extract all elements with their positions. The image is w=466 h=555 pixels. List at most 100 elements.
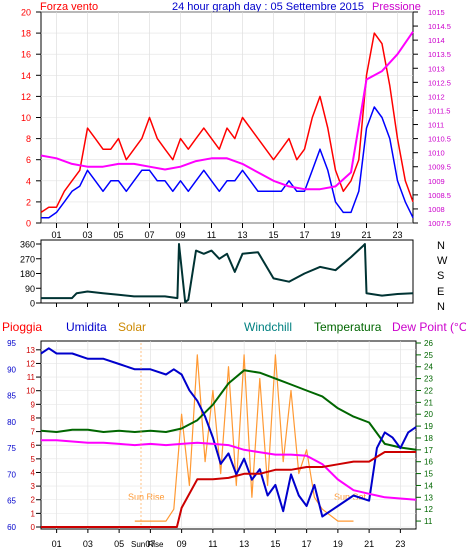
temperature-tick-label: 12 — [424, 505, 433, 514]
pressure-tick-label: 1012 — [428, 92, 445, 101]
pressure-tick-label: 1014.5 — [428, 22, 451, 31]
pressure-tick-label: 1011.5 — [428, 106, 450, 115]
pressure-axis-label: Pressione — [372, 1, 421, 13]
humidity-tick-label: 80 — [7, 418, 16, 427]
temperature-tick-label: 18 — [424, 434, 433, 443]
temperature-tick-label: 13 — [424, 493, 433, 502]
wind-tick-label: 10 — [21, 113, 31, 123]
sun-rise-label: Sun Rise — [128, 492, 165, 502]
temperature-tick-label: 24 — [424, 363, 433, 372]
temperature-tick-label: 21 — [424, 398, 433, 407]
humidity-tick-label: 65 — [7, 497, 16, 506]
hour-tick-label: 21 — [364, 539, 374, 549]
pressure-tick-label: 1010 — [428, 149, 445, 158]
pressure-tick-label: 1014 — [428, 36, 445, 45]
compass-label: S — [437, 270, 444, 282]
humidity-tick-label: 75 — [7, 444, 16, 453]
temperature-label: Temperatura — [314, 320, 382, 334]
wind-tick-label: 2 — [26, 197, 31, 207]
humidity-line — [40, 347, 417, 518]
humidity-tick-label: 60 — [7, 523, 16, 532]
compass-label: N — [437, 301, 445, 313]
temperature-tick-label: 19 — [424, 422, 433, 431]
humidity-tick-label: 95 — [7, 339, 16, 348]
wind-tick-label: 16 — [21, 50, 31, 60]
humidity-tick-label: 85 — [7, 392, 16, 401]
wind-tick-label: 18 — [21, 29, 31, 39]
wind-tick-label: 0 — [26, 219, 31, 229]
hour-tick-label: 17 — [299, 230, 309, 240]
hour-tick-label: 03 — [82, 230, 92, 240]
rain-tick-label: 11 — [27, 373, 36, 382]
temperature-tick-label: 15 — [424, 470, 433, 479]
temperature-tick-label: 17 — [424, 446, 433, 455]
temperature-tick-label: 23 — [424, 375, 433, 384]
pressure-tick-label: 1013.5 — [428, 50, 451, 59]
wind-tick-label: 6 — [26, 155, 31, 165]
pressure-tick-label: 1010.5 — [428, 135, 451, 144]
temperature-line — [40, 369, 417, 451]
rain-tick-label: 7 — [31, 428, 36, 437]
pressure-tick-label: 1015 — [428, 8, 445, 17]
dewpoint-line — [41, 439, 417, 501]
wind-tick-label: 4 — [26, 176, 31, 186]
hour-tick-label: 15 — [270, 539, 280, 549]
direction-panel-frame — [40, 239, 414, 304]
hour-tick-label: 03 — [83, 539, 93, 549]
wind-axis-label: Forza vento — [40, 1, 98, 13]
hour-tick-label: 19 — [333, 539, 343, 549]
temperature-tick-label: 25 — [424, 351, 433, 360]
rain-tick-label: 0 — [31, 523, 36, 532]
wind-direction-line — [41, 243, 414, 304]
wind-tick-label: 14 — [21, 71, 31, 81]
pressure-tick-label: 1009.5 — [428, 163, 451, 172]
rain-tick-label: 4 — [31, 468, 36, 477]
compass-label: E — [437, 286, 444, 298]
direction-tick-label: 180 — [20, 269, 35, 279]
rain-line — [41, 451, 416, 528]
hour-tick-label: 13 — [237, 230, 247, 240]
hour-tick-label: 19 — [330, 230, 340, 240]
temperature-tick-label: 26 — [424, 339, 433, 348]
rain-tick-label: 8 — [31, 414, 36, 423]
hour-tick-label: 05 — [113, 230, 123, 240]
compass-label: W — [437, 255, 448, 267]
hour-tick-label: 17 — [302, 539, 312, 549]
humidity-tick-label: 90 — [7, 365, 16, 374]
hour-tick-label: 07 — [145, 539, 155, 549]
rain-tick-label: 6 — [31, 441, 36, 450]
pressure-tick-label: 1011 — [428, 121, 444, 130]
rain-tick-label: 10 — [26, 387, 35, 396]
chart-title: 24 hour graph day : 05 Settembre 2015 — [172, 1, 364, 13]
wind-tick-label: 12 — [21, 92, 31, 102]
solar-label: Solar — [118, 320, 146, 334]
wind-tick-label: 8 — [26, 134, 31, 144]
hour-tick-label: 09 — [177, 539, 187, 549]
pressure-tick-label: 1012.5 — [428, 78, 451, 87]
hour-tick-label: 09 — [175, 230, 185, 240]
sun-rise-axis-label: Sun Rise — [131, 540, 164, 549]
temperature-tick-label: 14 — [424, 481, 433, 490]
hour-tick-label: 13 — [239, 539, 249, 549]
rain-tick-label: 1 — [31, 509, 36, 518]
pressure-tick-label: 1008 — [428, 205, 445, 214]
hour-tick-label: 23 — [392, 230, 402, 240]
rain-tick-label: 3 — [31, 482, 36, 491]
rain-label: Pioggia — [2, 320, 42, 334]
solar-line — [134, 354, 354, 522]
rain-tick-label: 2 — [31, 496, 36, 505]
temperature-tick-label: 22 — [424, 386, 433, 395]
pressure-tick-label: 1013 — [428, 64, 445, 73]
temperature-tick-label: 20 — [424, 410, 433, 419]
pressure-tick-label: 1009 — [428, 177, 445, 186]
wind-gust-line — [41, 106, 414, 219]
hour-tick-label: 01 — [52, 539, 62, 549]
pressure-line — [40, 31, 414, 191]
hour-tick-label: 11 — [207, 230, 216, 240]
rain-tick-label: 5 — [31, 455, 36, 464]
rain-tick-label: 9 — [31, 400, 36, 409]
humidity-tick-label: 70 — [7, 470, 16, 479]
temperature-tick-label: 11 — [424, 517, 433, 526]
temperature-tick-label: 16 — [424, 458, 433, 467]
